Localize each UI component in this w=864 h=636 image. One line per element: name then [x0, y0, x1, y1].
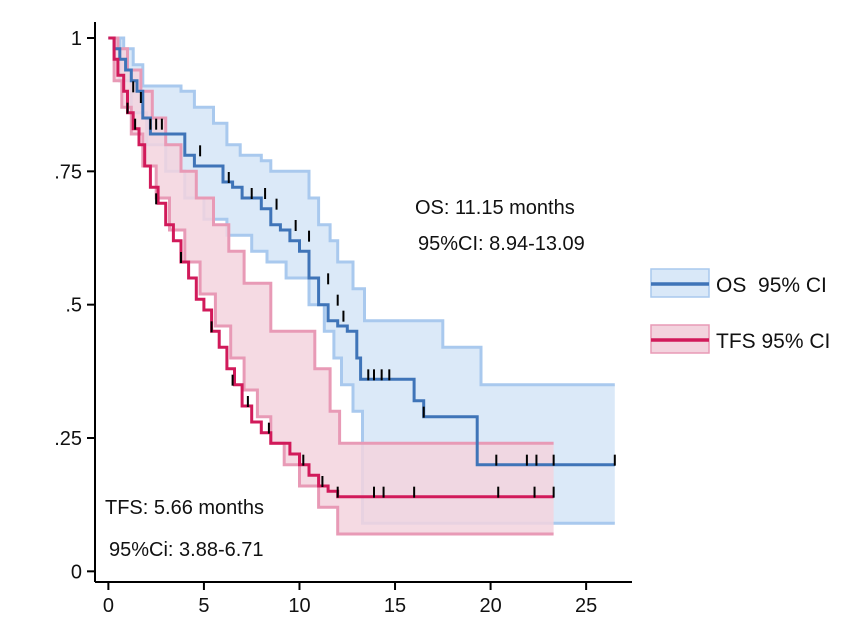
- os-ci-band: [108, 38, 615, 524]
- x-tick-label: 10: [288, 595, 310, 617]
- x-ticks: 0 5 10 15 20 25: [103, 582, 597, 617]
- ci-bands: [108, 36, 615, 536]
- y-tick-label: .25: [54, 428, 82, 450]
- y-tick-label: 1: [71, 28, 82, 50]
- os-ci-upper: [108, 36, 615, 387]
- tfs-median-annotation: TFS: 5.66 months: [105, 497, 264, 519]
- legend: OS 95% CI TFS 95% CI: [650, 268, 830, 354]
- x-tick-label: 15: [384, 595, 406, 617]
- survival-lines: [108, 36, 615, 499]
- legend-label-tfs: TFS 95% CI: [716, 330, 830, 353]
- x-tick-label: 25: [575, 595, 597, 617]
- x-tick-label: 0: [103, 595, 114, 617]
- y-tick-label: .75: [54, 161, 82, 183]
- censor-marks: [126, 81, 616, 498]
- os-survival-line: [108, 36, 615, 467]
- y-tick-label: 0: [71, 561, 82, 583]
- os-ci-annotation: 95%CI: 8.94-13.09: [418, 233, 585, 255]
- legend-item-tfs: TFS 95% CI: [650, 324, 830, 354]
- os-median-annotation: OS: 11.15 months: [415, 197, 575, 219]
- x-tick-label: 5: [198, 595, 209, 617]
- x-tick-label: 20: [479, 595, 501, 617]
- tfs-ci-annotation: 95%Ci: 3.88-6.71: [109, 539, 264, 561]
- y-tick-label: .5: [65, 295, 82, 317]
- tfs-survival-line: [108, 36, 554, 499]
- legend-item-os: OS 95% CI: [650, 268, 827, 298]
- tfs-ci-upper: [108, 36, 554, 445]
- legend-label-os: OS 95% CI: [716, 274, 827, 297]
- tfs-ci-band: [108, 38, 554, 534]
- y-ticks: 0 .25 .5 .75 1: [54, 28, 95, 583]
- axes: 0 .25 .5 .75 1 0 5 10 15 20 25: [54, 22, 632, 617]
- tfs-ci-lower: [108, 36, 554, 536]
